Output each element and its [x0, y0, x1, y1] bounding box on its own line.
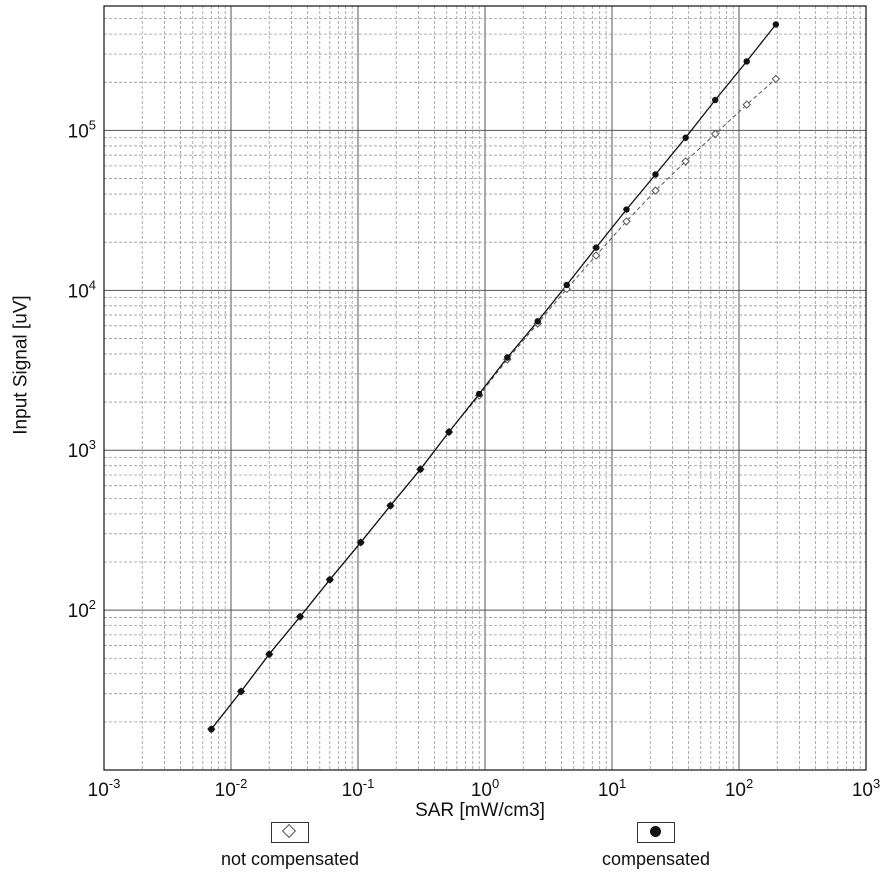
- data-point-compensated: [326, 576, 334, 583]
- legend-compensated: compensated: [546, 822, 766, 869]
- data-point-compensated: [387, 502, 394, 509]
- data-point-compensated: [563, 281, 570, 289]
- series-line-compensated: [210, 24, 777, 730]
- x-tick-label: 102: [725, 776, 753, 801]
- data-point-compensated: [534, 318, 541, 325]
- x-axis-label: SAR [mW/cm3]: [415, 800, 545, 821]
- x-tick-label: 10-2: [215, 776, 248, 801]
- x-tick-labels: 10-3 10-2 10-1 100 101 102 103: [88, 776, 881, 801]
- x-tick-label: 10-1: [342, 776, 375, 801]
- grid: [103, 5, 866, 771]
- y-axis-label: Input Signal [uV]: [11, 295, 32, 435]
- data-point-compensated: [237, 688, 245, 695]
- data-point-compensated: [357, 539, 364, 546]
- y-tick-label: 102: [68, 597, 96, 622]
- y-tick-label: 105: [68, 117, 96, 142]
- data-point-not-compensated: [771, 74, 781, 84]
- data-point-compensated: [743, 58, 750, 65]
- data-point-not-compensated: [742, 100, 751, 109]
- data-point-not-compensated: [591, 251, 601, 260]
- data-point-compensated: [623, 206, 630, 213]
- legend-not-compensated: not compensated: [180, 822, 400, 869]
- data-point-not-compensated: [622, 217, 631, 226]
- legend-circle-marker-icon: [637, 822, 675, 843]
- data-point-compensated: [208, 725, 215, 733]
- data-point-compensated: [652, 171, 659, 178]
- data-point-compensated: [445, 428, 453, 436]
- legend-label-not-compensated: not compensated: [220, 849, 360, 869]
- data-point-compensated: [592, 244, 600, 251]
- data-point-compensated: [266, 650, 273, 658]
- plot-frame: [103, 5, 867, 771]
- data-point-compensated: [296, 613, 304, 620]
- y-axis-label-wrap: Input Signal [uV]: [2, 135, 42, 595]
- data-point-compensated: [417, 466, 424, 473]
- series-line-not-compensated: [210, 78, 777, 730]
- data-point-compensated: [682, 134, 689, 141]
- x-tick-label: 10-3: [88, 776, 121, 801]
- x-tick-label: 100: [471, 776, 499, 801]
- series-markers: [207, 21, 781, 734]
- data-point-not-compensated: [651, 186, 660, 195]
- data-point-compensated: [475, 390, 483, 398]
- y-tick-label: 103: [68, 437, 96, 462]
- y-tick-label: 104: [68, 277, 96, 302]
- legend-label-compensated: compensated: [601, 849, 711, 869]
- data-point-not-compensated: [710, 129, 720, 139]
- data-point-compensated: [772, 21, 780, 28]
- data-point-not-compensated: [681, 157, 690, 166]
- series-lines: [210, 24, 777, 730]
- legend-diamond-marker-icon: [271, 822, 309, 843]
- x-tick-label: 103: [852, 776, 880, 801]
- x-tick-label: 101: [598, 776, 626, 801]
- data-point-compensated: [504, 354, 511, 361]
- y-tick-labels: 102 103 104 105: [68, 117, 96, 622]
- data-point-compensated: [712, 96, 719, 104]
